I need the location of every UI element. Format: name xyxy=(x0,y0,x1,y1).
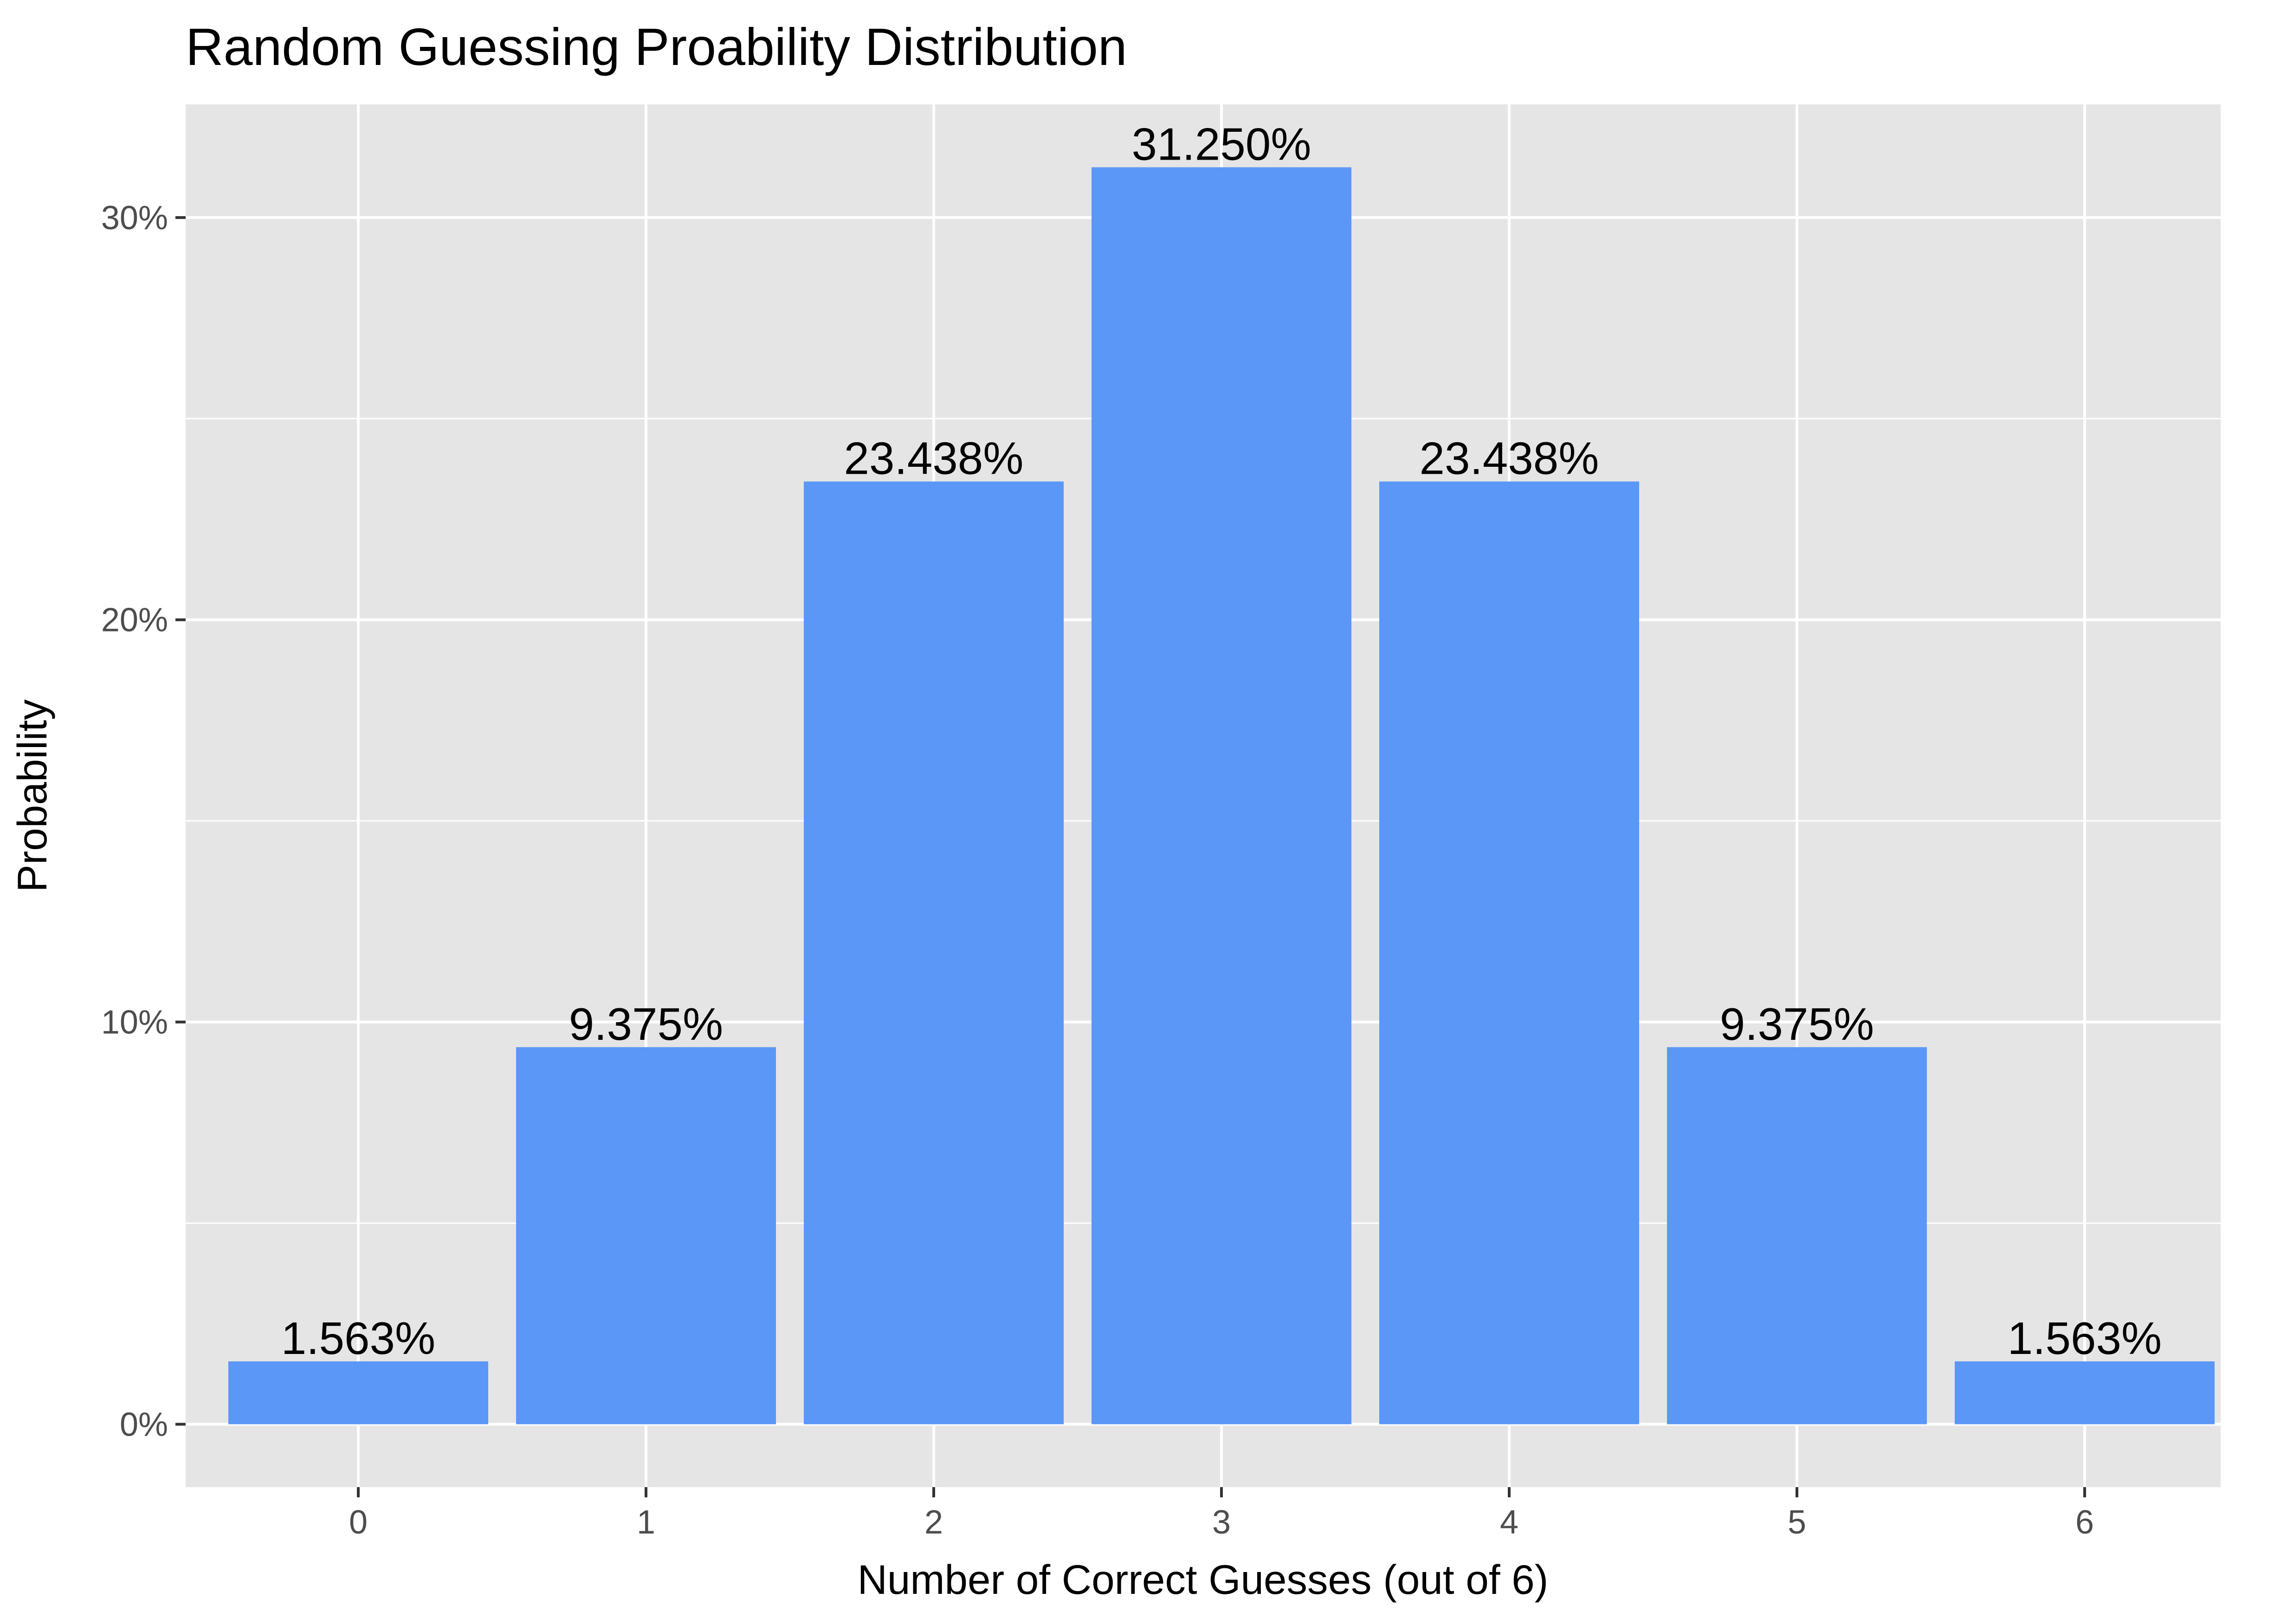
bar xyxy=(1379,481,1639,1424)
bar xyxy=(1955,1361,2215,1424)
bar xyxy=(228,1361,488,1424)
y-tick-label: 10% xyxy=(101,1004,168,1041)
bar-value-label: 23.438% xyxy=(1420,433,1599,484)
x-axis: 0 1 2 3 4 5 6 xyxy=(349,1487,2094,1541)
bar xyxy=(1667,1047,1927,1424)
x-tick-label: 2 xyxy=(924,1504,943,1541)
bar-value-label: 1.563% xyxy=(2008,1313,2162,1364)
y-tick-label: 20% xyxy=(101,602,168,639)
bar xyxy=(1092,167,1351,1424)
x-tick-label: 4 xyxy=(1500,1504,1518,1541)
bar-value-label: 23.438% xyxy=(844,433,1024,484)
x-tick-label: 0 xyxy=(349,1504,368,1541)
bars xyxy=(228,167,2215,1424)
x-axis-title: Number of Correct Guesses (out of 6) xyxy=(858,1556,1549,1603)
bar-value-label: 9.375% xyxy=(569,999,723,1050)
chart-title: Random Guessing Proability Distribution xyxy=(186,18,1127,76)
x-tick-label: 1 xyxy=(637,1504,655,1541)
y-axis-title: Probability xyxy=(9,699,55,892)
bar xyxy=(516,1047,776,1424)
bar xyxy=(804,481,1064,1424)
bar-value-label: 31.250% xyxy=(1132,118,1311,169)
bar-value-label: 9.375% xyxy=(1720,999,1874,1050)
x-tick-label: 5 xyxy=(1788,1504,1806,1541)
y-tick-label: 0% xyxy=(120,1406,168,1444)
x-tick-label: 6 xyxy=(2075,1504,2094,1541)
y-tick-label: 30% xyxy=(101,200,168,237)
y-axis: 0% 10% 20% 30% xyxy=(101,200,186,1444)
value-labels: 1.563% 9.375% 23.438% 31.250% 23.438% 9.375% 1… xyxy=(281,118,2162,1364)
x-tick-label: 3 xyxy=(1212,1504,1231,1541)
bar-value-label: 1.563% xyxy=(281,1313,435,1364)
